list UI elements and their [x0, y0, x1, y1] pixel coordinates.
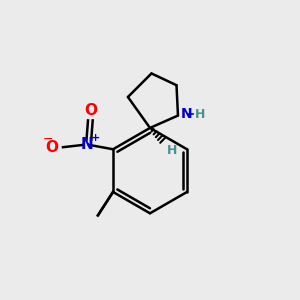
- Text: N: N: [180, 107, 192, 121]
- Text: −: −: [43, 133, 53, 146]
- Text: H: H: [167, 144, 178, 157]
- Text: H: H: [195, 108, 206, 121]
- Text: N: N: [81, 137, 94, 152]
- Text: O: O: [45, 140, 58, 155]
- Text: O: O: [84, 103, 97, 118]
- Text: +: +: [91, 134, 100, 143]
